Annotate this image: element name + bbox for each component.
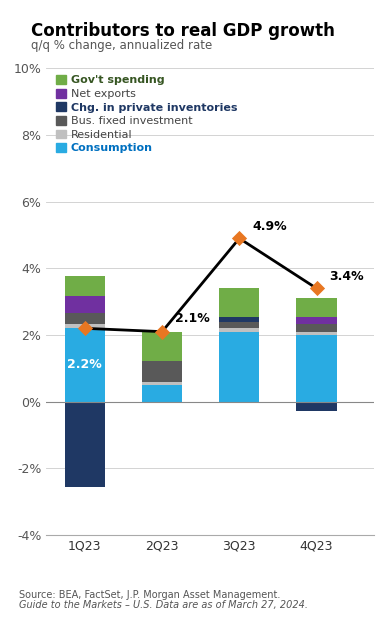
Text: 3.4%: 3.4% xyxy=(330,271,364,284)
Text: q/q % change, annualized rate: q/q % change, annualized rate xyxy=(31,39,212,52)
Bar xyxy=(296,317,337,324)
Text: Guide to the Markets – U.S. Data are as of March 27, 2024.: Guide to the Markets – U.S. Data are as … xyxy=(19,600,308,610)
Bar xyxy=(65,313,105,324)
Point xyxy=(159,327,165,337)
Bar xyxy=(142,361,182,383)
Bar xyxy=(65,324,105,328)
Point xyxy=(82,323,88,333)
Bar xyxy=(296,402,337,411)
Text: 2.1%: 2.1% xyxy=(175,312,210,325)
Bar xyxy=(219,332,259,402)
Bar xyxy=(142,383,182,385)
Bar xyxy=(296,332,337,335)
Text: Contributors to real GDP growth: Contributors to real GDP growth xyxy=(31,22,335,40)
Bar xyxy=(142,385,182,402)
Bar xyxy=(219,317,259,322)
Text: 4.9%: 4.9% xyxy=(252,220,287,233)
Bar xyxy=(296,324,337,332)
Point xyxy=(236,233,242,243)
Bar xyxy=(142,332,182,361)
Text: 2.2%: 2.2% xyxy=(67,358,102,371)
Bar xyxy=(219,322,259,328)
Bar xyxy=(296,335,337,402)
Text: Source: BEA, FactSet, J.P. Morgan Asset Management.: Source: BEA, FactSet, J.P. Morgan Asset … xyxy=(19,590,281,600)
Bar xyxy=(219,289,259,317)
Bar xyxy=(65,296,105,313)
Bar xyxy=(65,328,105,402)
Legend: Gov't spending, Net exports, Chg. in private inventories, Bus. fixed investment,: Gov't spending, Net exports, Chg. in pri… xyxy=(52,71,242,158)
Bar xyxy=(219,328,259,332)
Bar xyxy=(65,276,105,296)
Point xyxy=(313,284,320,294)
Bar xyxy=(296,299,337,317)
Bar xyxy=(65,402,105,486)
